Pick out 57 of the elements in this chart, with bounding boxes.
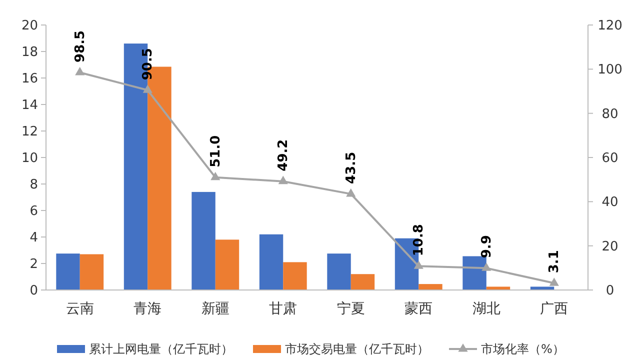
- bar: [350, 274, 375, 290]
- point: [75, 66, 85, 76]
- x-tick-label: 甘肃: [269, 301, 298, 317]
- x-tick-label: 新疆: [201, 301, 230, 317]
- bar: [462, 256, 486, 290]
- data-label: 51.0: [208, 135, 224, 168]
- y2-tick-label: 60: [602, 151, 618, 166]
- y-tick-label: 2: [30, 257, 38, 272]
- x-tick-label: 蒙西: [404, 301, 433, 317]
- bar: [215, 240, 240, 290]
- x-tick-label: 云南: [66, 301, 94, 317]
- bar: [283, 262, 307, 290]
- y-tick-label: 16: [21, 72, 38, 87]
- legend-label: 市场交易电量（亿千瓦时）: [285, 342, 429, 356]
- y-tick-label: 10: [21, 151, 38, 166]
- data-label: 3.1: [547, 250, 562, 274]
- point: [482, 262, 492, 271]
- bar: [259, 234, 284, 290]
- y2-tick-label: 80: [602, 106, 618, 122]
- data-label: 90.5: [140, 48, 156, 80]
- bar: [486, 286, 510, 290]
- bar: [56, 254, 80, 290]
- legend-label: 市场化率（%）: [481, 342, 564, 356]
- bar: [327, 254, 351, 290]
- point: [414, 260, 424, 269]
- y2-tick-label: 0: [606, 284, 614, 299]
- point: [549, 278, 559, 286]
- y-tick-label: 18: [21, 45, 38, 60]
- point: [346, 188, 356, 197]
- y2-tick-label: 20: [602, 239, 618, 254]
- bar: [418, 284, 442, 290]
- y2-tick-label: 100: [598, 62, 622, 78]
- y-tick-label: 14: [21, 98, 38, 114]
- bar: [80, 254, 104, 290]
- x-tick-label: 广西: [540, 301, 568, 317]
- y2-tick-label: 120: [598, 18, 622, 34]
- x-tick-label: 青海: [134, 301, 162, 317]
- bar: [530, 286, 554, 290]
- y-tick-label: 0: [30, 284, 38, 299]
- y-tick-label: 20: [21, 18, 38, 34]
- y2-tick-label: 40: [602, 195, 618, 210]
- data-label: 49.2: [276, 139, 292, 172]
- point: [278, 176, 288, 184]
- legend-label: 累计上网电量（亿千瓦时）: [89, 342, 233, 356]
- x-tick-label: 湖北: [472, 301, 500, 317]
- bar: [192, 192, 216, 290]
- data-label: 43.5: [344, 152, 359, 184]
- point: [210, 172, 220, 180]
- y-tick-label: 12: [21, 124, 38, 140]
- y-tick-label: 8: [30, 178, 38, 193]
- point: [142, 84, 152, 93]
- data-label: 9.9: [479, 235, 494, 258]
- y-tick-label: 6: [30, 204, 38, 220]
- x-tick-label: 宁夏: [336, 301, 365, 317]
- y-tick-label: 4: [30, 230, 38, 246]
- data-label: 10.8: [412, 224, 427, 256]
- data-label: 98.5: [72, 30, 88, 62]
